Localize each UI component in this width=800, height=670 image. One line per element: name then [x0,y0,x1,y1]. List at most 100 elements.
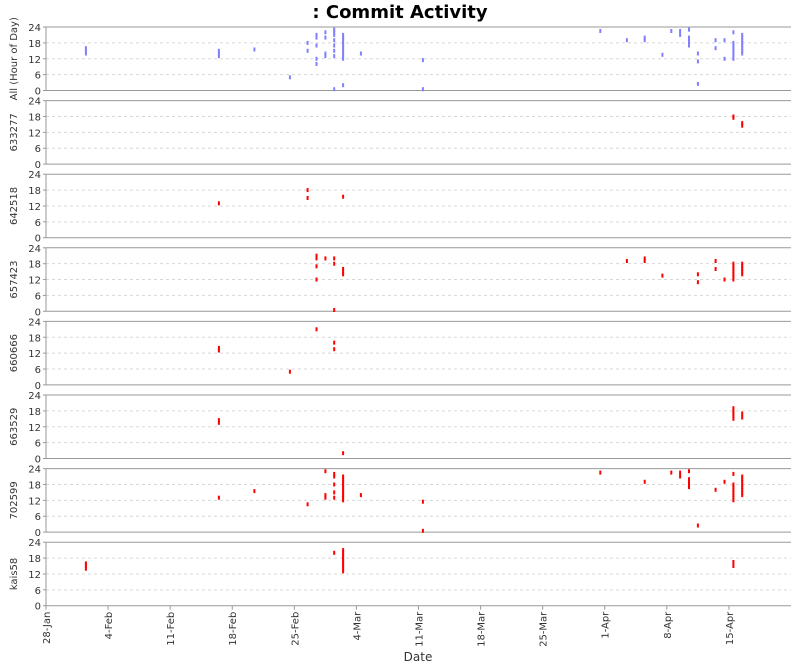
data-point [643,35,646,40]
data-point [342,550,345,555]
y-tick-label: 18 [28,333,41,344]
data-point [643,256,646,261]
data-point [333,340,336,345]
data-point [333,474,336,479]
data-point [324,35,327,40]
data-point [342,474,345,479]
data-point [688,485,690,490]
data-point [643,38,646,43]
data-point [84,48,87,53]
data-point [696,51,699,56]
data-point [84,561,87,566]
data-point [741,267,744,271]
x-tick-label: 4-Mar [352,611,363,641]
data-point [333,495,336,500]
y-tick-label: 0 [35,160,41,171]
data-point [741,261,744,266]
data-point [333,550,336,555]
data-point [217,201,220,206]
data-point [661,52,664,57]
y-tick-label: 0 [35,307,41,318]
panel-label: All (Hour of Day) [9,17,20,100]
data-point [342,498,345,503]
y-tick-label: 24 [28,538,41,549]
data-point [315,327,318,332]
data-point [688,469,690,474]
x-tick-label: 28-Jan [42,612,53,644]
data-point [333,471,336,476]
data-point [732,264,735,269]
data-point [732,485,735,490]
data-point [217,418,220,423]
data-point [741,32,744,37]
data-point [342,566,345,571]
data-point [342,548,345,553]
data-point [732,115,735,120]
data-point [315,56,318,61]
data-point [732,495,735,500]
data-point [342,83,345,88]
data-point [732,482,735,487]
data-point [342,493,345,498]
data-point [696,272,699,277]
y-tick-label: 6 [35,439,41,450]
data-point [315,43,318,48]
y-tick-label: 18 [28,39,41,50]
x-tick-label: 1-Apr [601,611,612,639]
data-point [732,43,735,48]
data-point [342,38,345,43]
data-point [333,261,336,266]
chart-title: : Commit Activity [312,2,487,23]
data-point [732,498,735,503]
data-point [315,32,318,37]
data-point [679,474,682,479]
data-point [217,48,220,53]
y-tick-label: 24 [28,23,41,34]
data-point [342,482,345,487]
data-point [342,54,345,59]
data-point [333,27,336,32]
data-point [333,308,336,312]
y-tick-label: 0 [35,528,41,539]
y-tick-label: 24 [28,317,41,328]
data-point [324,493,327,498]
data-point [688,27,690,32]
x-tick-label: 4-Feb [104,612,115,640]
data-point [342,269,345,274]
data-point [670,29,673,33]
data-point [723,38,726,43]
data-point [342,267,345,271]
data-point [741,479,744,484]
data-point [732,40,735,45]
y-tick-label: 0 [35,381,41,392]
x-axis: 28-Jan 4-Feb 11-Feb 18-Feb 25-Feb 4-Mar 11-Mar… [42,605,736,647]
data-point [741,51,744,56]
data-point [315,253,318,258]
data-point [84,46,87,51]
data-point [253,47,256,52]
data-point [723,56,726,61]
data-point [342,451,345,456]
panel-label: kais58 [9,558,20,590]
data-point [732,272,735,277]
data-point [741,490,744,495]
y-tick-label: 24 [28,97,41,108]
data-point [741,415,744,420]
panel-label: 660666 [9,334,20,372]
data-point [696,523,699,528]
data-point [732,51,735,56]
data-point [643,259,646,263]
data-point [342,485,345,490]
data-point [741,474,744,479]
data-point [688,43,690,48]
y-tick-label: 12 [28,570,41,581]
data-point [732,564,735,568]
data-point [732,277,735,282]
y-tick-label: 6 [35,512,41,523]
data-point [84,564,87,568]
data-point [342,553,345,558]
data-point [741,40,744,45]
data-point [741,485,744,490]
data-point [421,528,424,533]
data-point [741,477,744,482]
